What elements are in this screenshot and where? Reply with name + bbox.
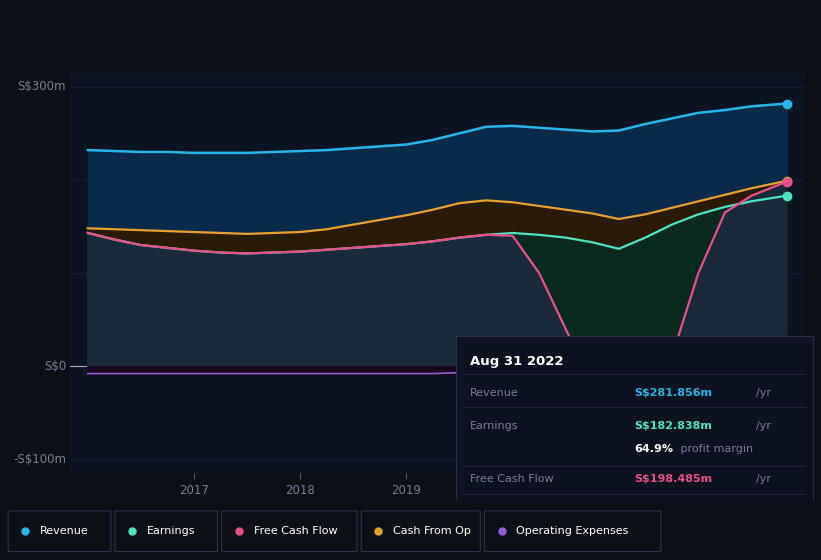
Text: profit margin: profit margin [677,445,753,454]
Text: S$198.485m: S$198.485m [635,474,713,484]
Text: Earnings: Earnings [470,421,518,431]
Text: Revenue: Revenue [40,526,89,535]
Text: -S$100m: -S$100m [13,452,67,466]
Text: Cash From Op: Cash From Op [470,501,548,511]
Text: S$0: S$0 [44,360,67,372]
Text: /yr: /yr [755,388,771,398]
Text: Operating Expenses: Operating Expenses [470,529,582,538]
Text: /yr: /yr [755,529,771,538]
Text: /yr: /yr [755,474,771,484]
Text: /yr: /yr [755,501,771,511]
Text: /yr: /yr [755,421,771,431]
Text: S$182.838m: S$182.838m [635,421,712,431]
Text: 64.9%: 64.9% [635,445,673,454]
Text: Aug 31 2022: Aug 31 2022 [470,354,563,368]
Text: S$300m: S$300m [17,80,67,94]
Text: S$198.552m: S$198.552m [635,501,712,511]
Text: Cash From Op: Cash From Op [393,526,471,535]
Text: S$281.856m: S$281.856m [635,388,713,398]
Text: Earnings: Earnings [147,526,195,535]
Text: Revenue: Revenue [470,388,519,398]
Text: Free Cash Flow: Free Cash Flow [254,526,337,535]
Text: Operating Expenses: Operating Expenses [516,526,629,535]
Text: S$5.157m: S$5.157m [635,529,696,538]
Text: Free Cash Flow: Free Cash Flow [470,474,553,484]
